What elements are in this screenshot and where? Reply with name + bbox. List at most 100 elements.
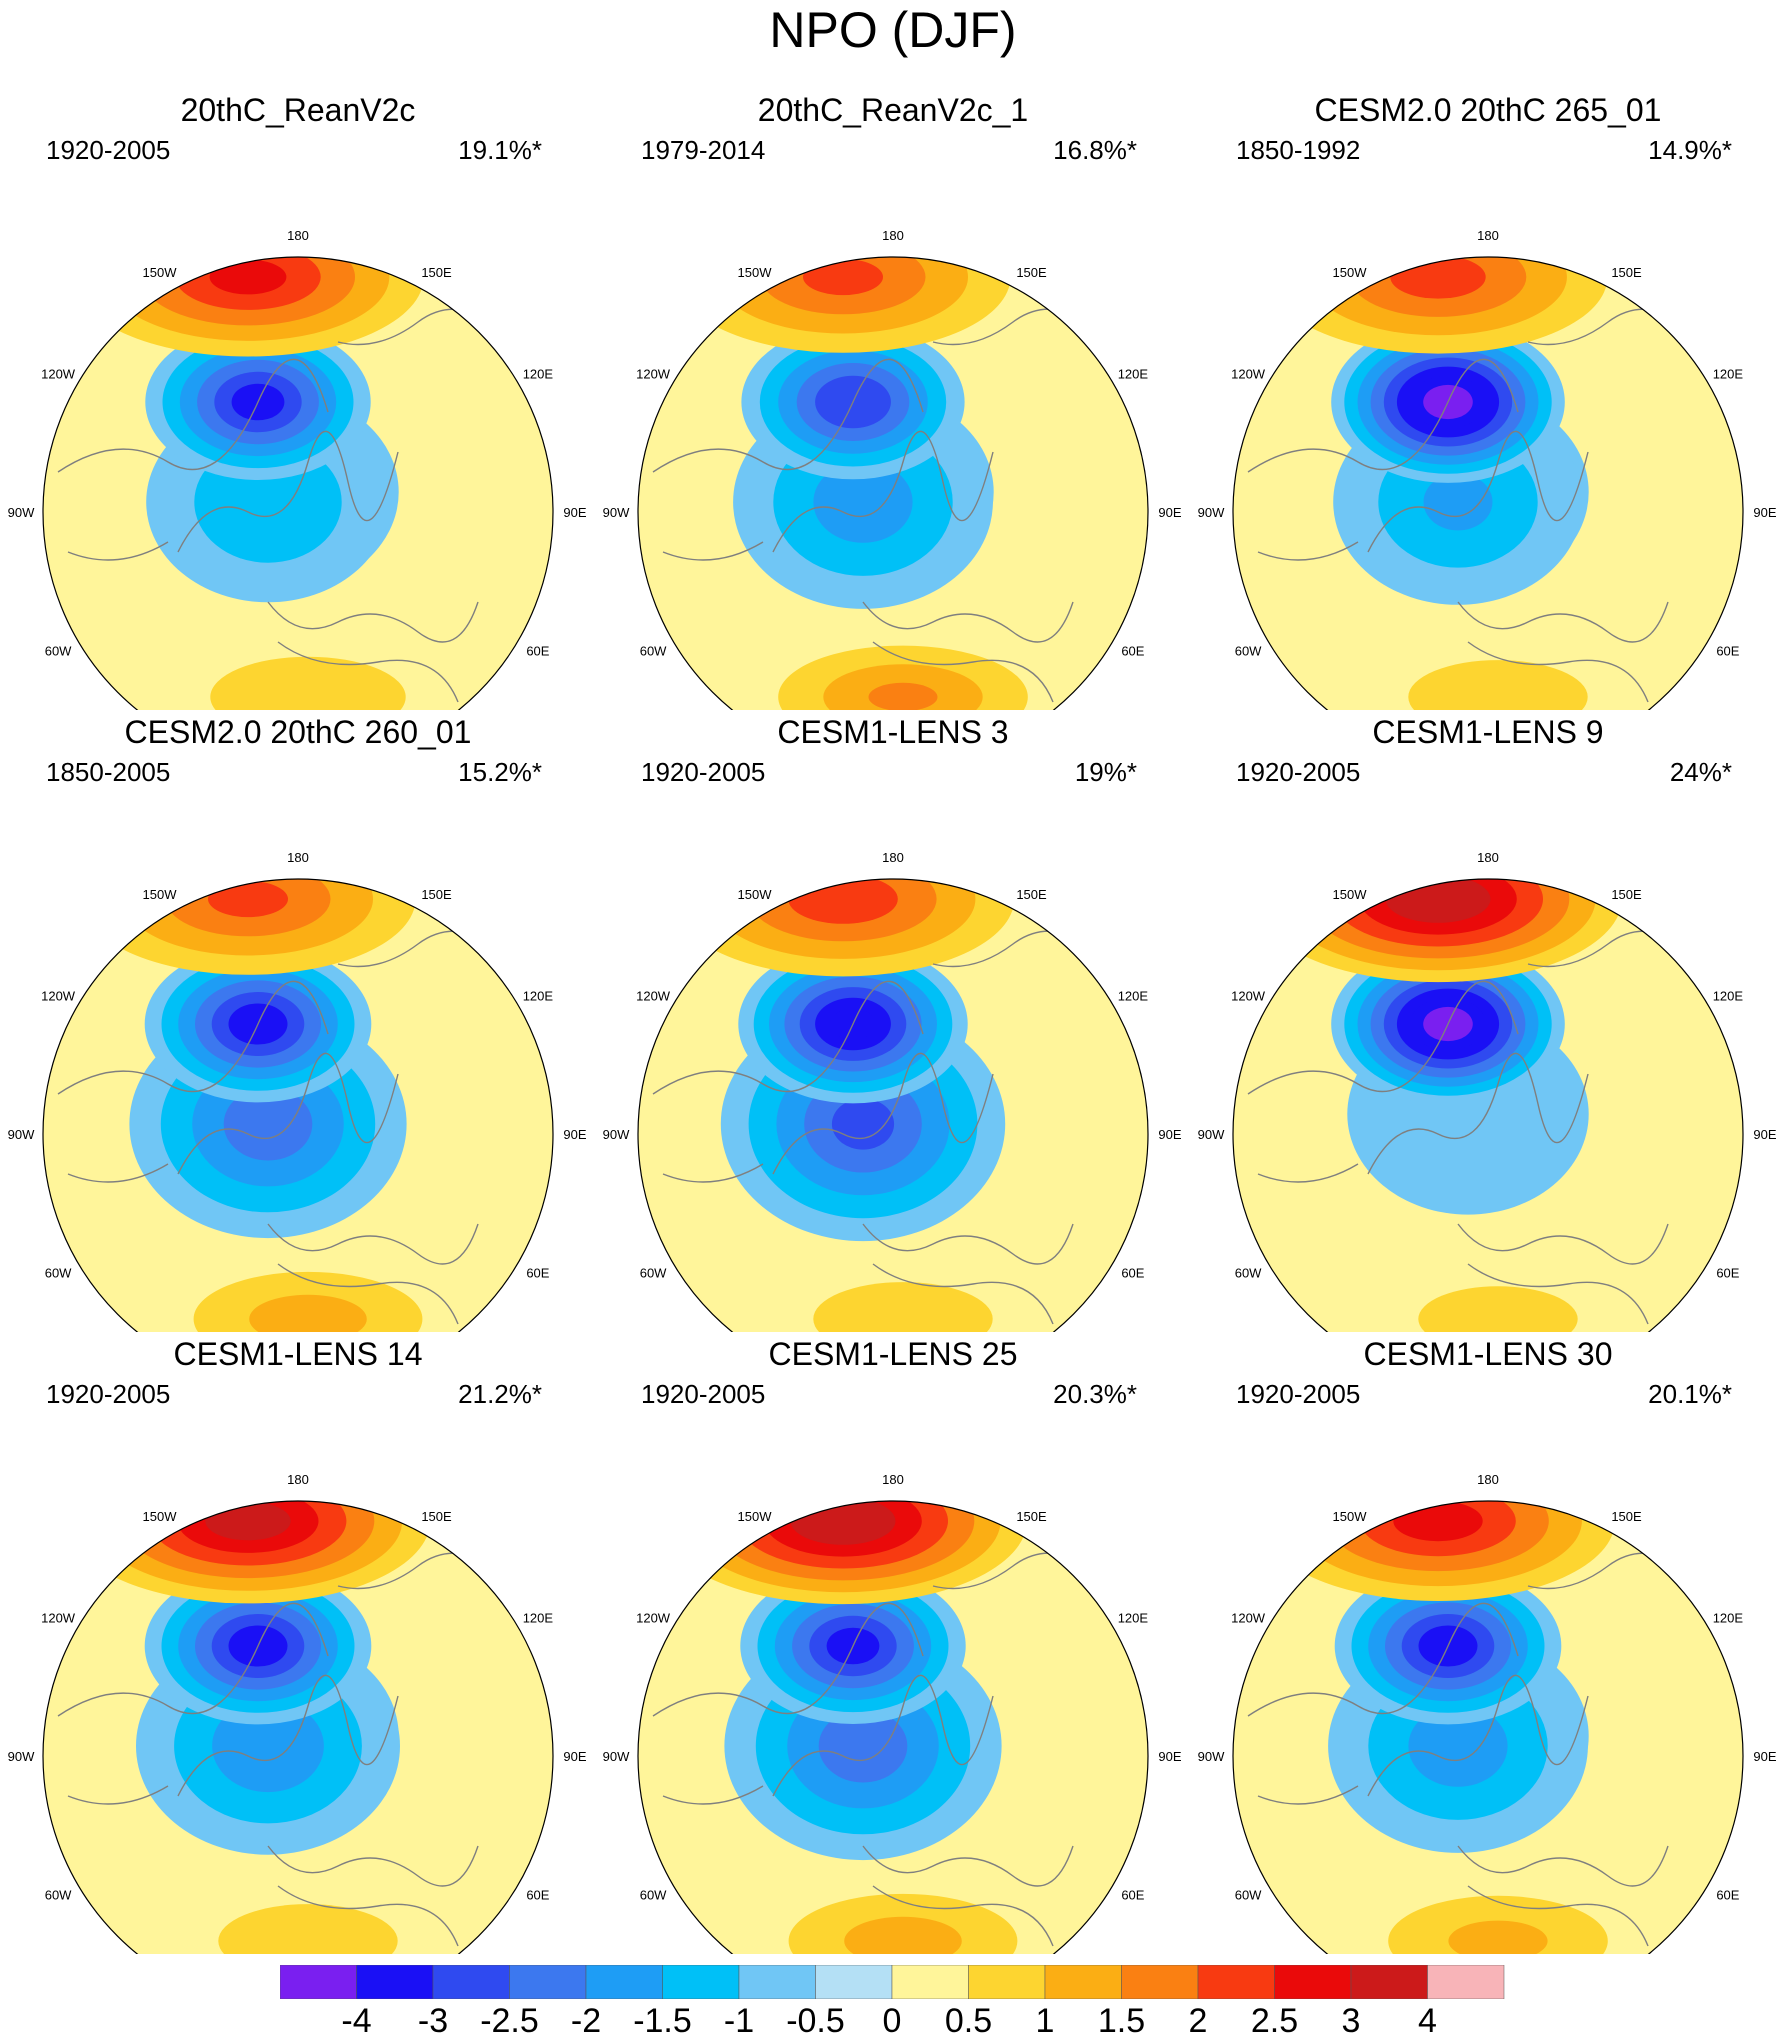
- panel-period: 1920-2005: [46, 135, 171, 165]
- longitude-label: 60E: [526, 644, 549, 659]
- longitude-label: 150W: [143, 1509, 178, 1524]
- coastline-path: [1457, 601, 1669, 643]
- longitude-label: 150E: [421, 887, 452, 902]
- field-layer: [43, 879, 553, 1332]
- longitude-label: 60W: [640, 1266, 667, 1281]
- coastline-path: [67, 1163, 169, 1183]
- longitude-label: 60E: [526, 1888, 549, 1903]
- atlantic-high-contour: [218, 1904, 398, 1954]
- coastline-path: [1257, 1163, 1359, 1183]
- coastline-path: [862, 1223, 1074, 1265]
- longitude-label: 150W: [738, 265, 773, 280]
- polar-map: 180150E120E90E60E30E030W60W90W120W150W: [8, 850, 587, 1332]
- longitude-label: 60E: [1716, 644, 1739, 659]
- longitude-label: 90E: [563, 1749, 586, 1764]
- longitude-label: 60E: [1121, 1888, 1144, 1903]
- longitude-label: 120E: [1118, 1611, 1149, 1626]
- field-layer: [1233, 1501, 1743, 1954]
- polar-map: 180150E120E90E60E30E030W60W90W120W150W: [1198, 850, 1777, 1332]
- longitude-label: 150E: [1611, 1509, 1642, 1524]
- longitude-label: 60W: [640, 644, 667, 659]
- colorbar: [280, 1965, 1505, 1999]
- longitude-label: 120W: [1231, 1611, 1266, 1626]
- map-panel: 180150E120E90E60E30E030W60W90W120W150WCE…: [0, 712, 596, 1332]
- colorbar-label: -2.5: [480, 2002, 539, 2040]
- map-panel: 180150E120E90E60E30E030W60W90W120W150W20…: [0, 90, 596, 710]
- longitude-label: 90W: [8, 1127, 35, 1142]
- coastline-path: [1247, 980, 1519, 1095]
- coastline-path: [662, 1163, 764, 1183]
- panel-variance: 19.1%*: [458, 135, 542, 165]
- map-boundary: [1232, 878, 1744, 1332]
- colorbar-label: 0.5: [944, 2002, 993, 2040]
- figure-title: NPO (DJF): [769, 2, 1017, 58]
- polar-map: 180150E120E90E60E30E030W60W90W120W150W: [603, 850, 1182, 1332]
- atlantic-high-contour: [844, 1916, 962, 1954]
- coastline-path: [862, 1845, 1074, 1887]
- colorbar-segment: [280, 1965, 357, 1999]
- longitude-label: 120W: [1231, 989, 1266, 1004]
- colorbar-label: 3: [1341, 2002, 1361, 2040]
- atlantic-high-contour: [210, 656, 406, 710]
- panel-period: 1850-2005: [46, 757, 171, 787]
- panel-variance: 20.1%*: [1648, 1379, 1732, 1409]
- colorbar-segment: [1350, 1965, 1428, 1999]
- panel-period: 1979-2014: [641, 135, 766, 165]
- longitude-label: 180: [882, 228, 904, 243]
- field-layer: [1233, 879, 1743, 1332]
- longitude-label: 60E: [526, 1266, 549, 1281]
- colorbar-segment: [432, 1965, 510, 1999]
- longitude-label: 180: [287, 1472, 309, 1487]
- longitude-label: 60W: [45, 1888, 72, 1903]
- map-panel: 180150E120E90E60E30E030W60W90W120W150WCE…: [1190, 1334, 1786, 1954]
- panel-title: 20thC_ReanV2c_1: [757, 92, 1029, 128]
- panel-period: 1850-1992: [1236, 135, 1361, 165]
- longitude-label: 60W: [45, 644, 72, 659]
- panel-period: 1920-2005: [641, 757, 766, 787]
- atlantic-high-contour: [249, 1294, 367, 1332]
- longitude-label: 150W: [143, 887, 178, 902]
- longitude-label: 150E: [1611, 265, 1642, 280]
- coastline-path: [662, 1785, 764, 1805]
- longitude-label: 150W: [1333, 1509, 1368, 1524]
- coastline-path: [872, 1263, 1054, 1325]
- longitude-label: 60E: [1121, 1266, 1144, 1281]
- panel-title: CESM1-LENS 9: [1372, 714, 1604, 750]
- coastline-path: [267, 1223, 479, 1265]
- longitude-label: 150E: [1016, 265, 1047, 280]
- panel-title: CESM1-LENS 30: [1363, 1336, 1613, 1372]
- longitude-label: 120E: [1713, 367, 1744, 382]
- field-layer: [638, 257, 1148, 710]
- polar-map: 180150E120E90E60E30E030W60W90W120W150W: [8, 1472, 587, 1954]
- panel-period: 1920-2005: [641, 1379, 766, 1409]
- map-panel: 180150E120E90E60E30E030W60W90W120W150W20…: [595, 90, 1191, 710]
- colorbar-label: 0: [882, 2002, 902, 2040]
- longitude-label: 150E: [1611, 887, 1642, 902]
- longitude-label: 120E: [523, 1611, 554, 1626]
- coastline-path: [267, 1845, 479, 1887]
- coastline-path: [652, 980, 924, 1095]
- longitude-label: 60W: [1235, 644, 1262, 659]
- coastline-path: [1247, 1602, 1519, 1717]
- colorbar-segment: [1121, 1965, 1199, 1999]
- longitude-label: 120W: [636, 1611, 671, 1626]
- panel-period: 1920-2005: [1236, 757, 1361, 787]
- longitude-label: 90W: [1198, 1749, 1225, 1764]
- coastline-path: [177, 430, 399, 553]
- longitude-label: 150W: [738, 1509, 773, 1524]
- map-boundary: [1232, 1500, 1744, 1954]
- secondary-low-contour: [831, 1098, 895, 1150]
- field-layer: [43, 257, 553, 710]
- field-layer: [638, 879, 1148, 1332]
- map-boundary: [42, 878, 554, 1332]
- longitude-label: 150W: [143, 265, 178, 280]
- panel-variance: 19%*: [1074, 757, 1137, 787]
- coastline-path: [1467, 1263, 1649, 1325]
- coastline-path: [772, 430, 994, 553]
- coastline-path: [772, 1674, 994, 1797]
- longitude-label: 150W: [738, 887, 773, 902]
- pacific-high-contour: [788, 879, 898, 924]
- longitude-label: 120E: [1713, 989, 1744, 1004]
- colorbar-segment: [585, 1965, 663, 1999]
- longitude-label: 60E: [1716, 1266, 1739, 1281]
